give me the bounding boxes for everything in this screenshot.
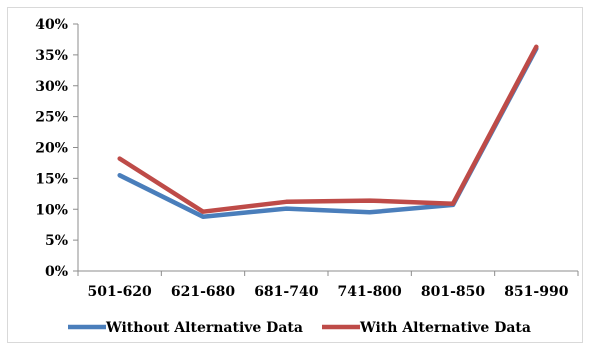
x-tick-label: 741-800 [338, 284, 403, 300]
x-tick-label: 801-850 [421, 284, 486, 300]
y-tick-label: 40% [35, 17, 68, 33]
y-tick-label: 0% [45, 264, 68, 280]
legend-label-2: With Alternative Data [359, 320, 531, 336]
series-lines [117, 44, 539, 219]
chart-border [7, 7, 583, 343]
y-tick-labels: 0% 5% 10% 15% 20% 25% 30% 35% 40% [35, 17, 68, 280]
x-tick-label: 501-620 [88, 284, 153, 300]
series-line-2 [117, 44, 539, 214]
x-tick-label: 621-680 [171, 284, 236, 300]
y-tick-label: 25% [35, 110, 68, 126]
x-tick-label: 681-740 [254, 284, 319, 300]
legend-label-1: Without Alternative Data [105, 320, 303, 336]
x-tick-labels: 501-620 621-680 681-740 741-800 801-850 851-9… [88, 284, 569, 300]
legend: Without Alternative Data With Alternative… [68, 320, 531, 336]
y-tick-label: 5% [45, 233, 68, 249]
y-tick-label: 30% [35, 79, 68, 95]
y-tick-label: 35% [35, 48, 68, 64]
y-tick-label: 15% [35, 171, 68, 187]
series-line-1 [117, 46, 539, 219]
x-tick-label: 851-990 [504, 284, 569, 300]
y-tick-label: 20% [35, 141, 68, 157]
y-tick-label: 10% [35, 202, 68, 218]
axes [73, 23, 579, 276]
